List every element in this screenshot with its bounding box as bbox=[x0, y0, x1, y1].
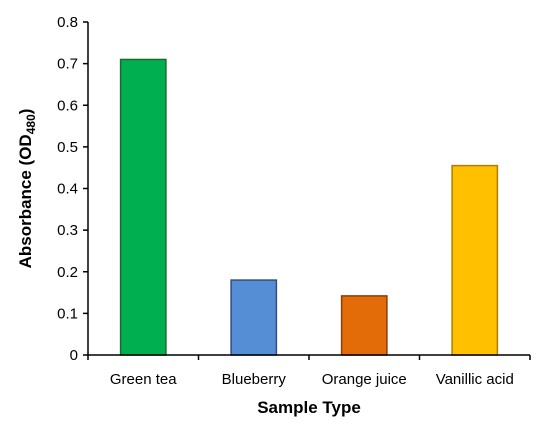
y-axis-title-main: Absorbance (OD bbox=[16, 134, 35, 268]
bar-blueberry bbox=[230, 279, 278, 356]
bar-green-tea bbox=[119, 58, 167, 356]
y-axis-title-subscript: 480 bbox=[24, 114, 38, 134]
bar-orange-juice bbox=[340, 295, 388, 356]
y-tick-label: 0.3 bbox=[57, 222, 78, 239]
y-tick-label: 0.2 bbox=[57, 264, 78, 281]
y-tick-label: 0.5 bbox=[57, 139, 78, 156]
y-tick-label: 0.8 bbox=[57, 14, 78, 31]
y-tick-label: 0.4 bbox=[57, 181, 78, 198]
y-axis-ticks: 0 0.1 0.2 0.3 0.4 0.5 0.6 0.7 0.8 bbox=[57, 14, 88, 364]
bars bbox=[119, 58, 499, 356]
y-tick-label: 0.1 bbox=[57, 305, 78, 322]
y-tick-label: 0 bbox=[70, 347, 78, 364]
y-axis-title-end: ) bbox=[16, 109, 35, 115]
x-axis-title: Sample Type bbox=[257, 398, 361, 417]
x-category-label: Orange juice bbox=[322, 371, 407, 388]
bar-vanillic-acid bbox=[451, 164, 499, 356]
y-axis-title: Absorbance (OD480) bbox=[16, 109, 38, 269]
x-category-label: Vanillic acid bbox=[436, 371, 514, 388]
y-tick-label: 0.6 bbox=[57, 97, 78, 114]
x-axis-ticks bbox=[87, 355, 531, 360]
y-tick-label: 0.7 bbox=[57, 56, 78, 73]
x-category-label: Green tea bbox=[110, 371, 177, 388]
x-category-label: Blueberry bbox=[222, 371, 287, 388]
x-axis-category-labels: Green tea Blueberry Orange juice Vanillic a… bbox=[110, 371, 514, 388]
